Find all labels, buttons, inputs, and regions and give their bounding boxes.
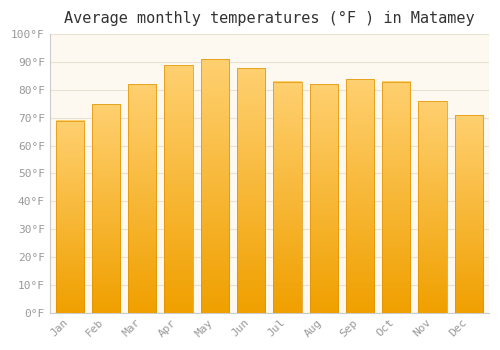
Bar xyxy=(92,104,120,313)
Bar xyxy=(455,115,483,313)
Bar xyxy=(310,84,338,313)
Bar xyxy=(382,82,410,313)
Bar xyxy=(56,120,84,313)
Bar xyxy=(237,68,266,313)
Bar xyxy=(200,59,229,313)
Bar xyxy=(346,79,374,313)
Bar xyxy=(164,65,192,313)
Title: Average monthly temperatures (°F ) in Matamey: Average monthly temperatures (°F ) in Ma… xyxy=(64,11,474,26)
Bar xyxy=(128,84,156,313)
Bar xyxy=(418,101,447,313)
Bar xyxy=(274,82,301,313)
